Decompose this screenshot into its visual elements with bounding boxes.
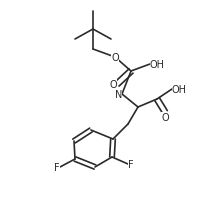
Text: OH: OH [150,60,165,70]
Text: F: F [128,159,134,169]
Text: N: N [115,90,122,99]
Text: O: O [161,112,169,122]
Text: OH: OH [172,85,187,95]
Text: F: F [54,162,60,172]
Text: O: O [109,80,117,90]
Text: O: O [111,53,119,63]
